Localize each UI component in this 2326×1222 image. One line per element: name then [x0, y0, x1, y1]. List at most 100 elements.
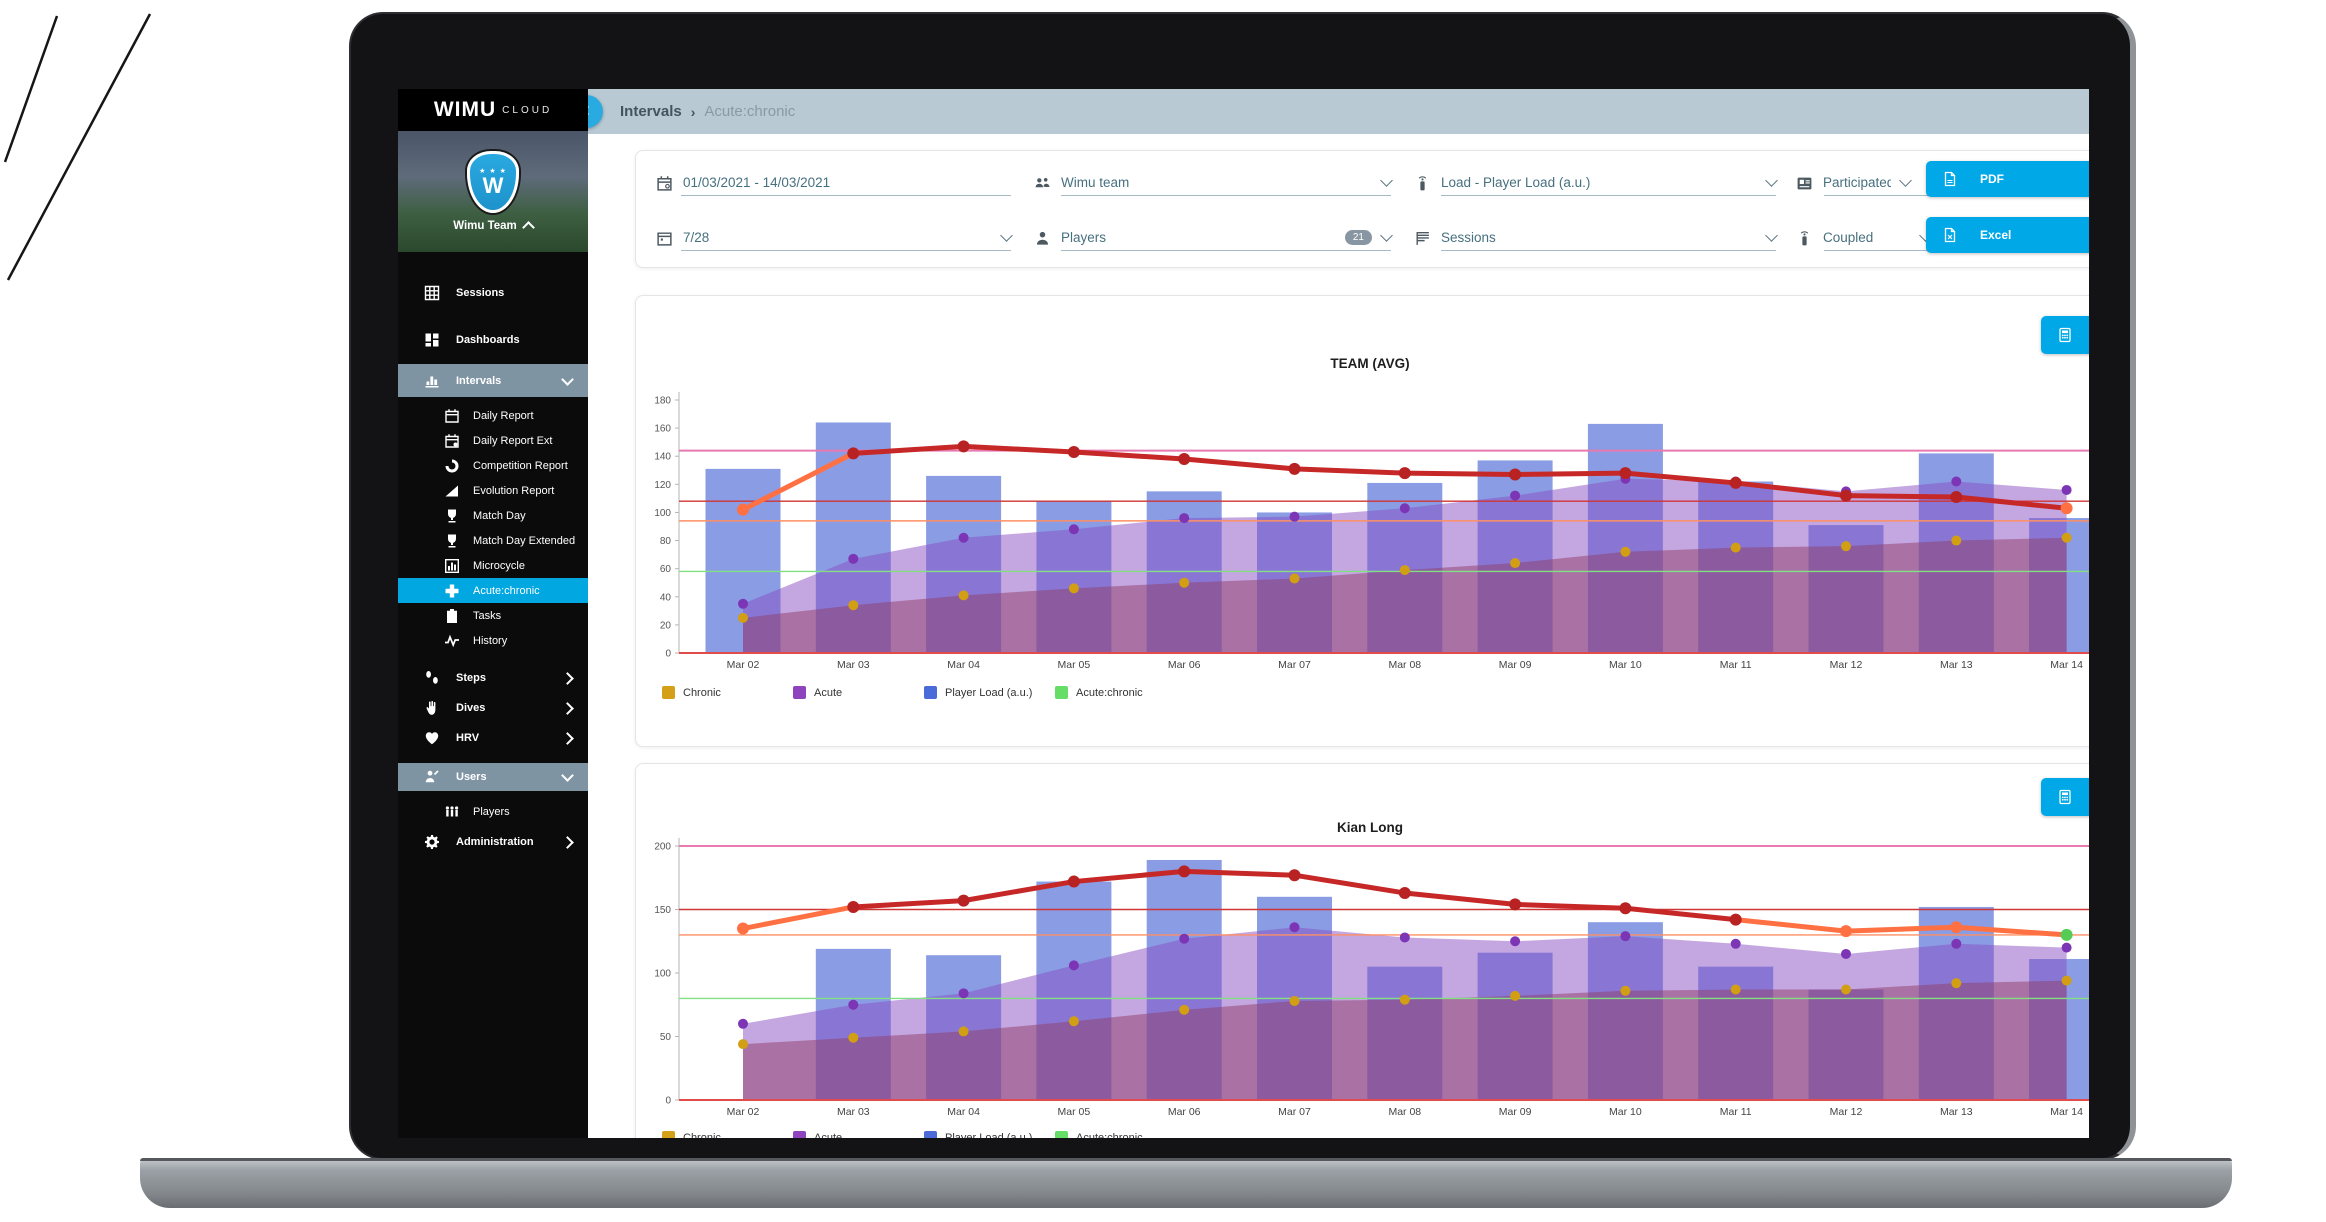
sessions-select[interactable]: Sessions [1414, 219, 1778, 249]
chevron-down-icon [1380, 174, 1393, 187]
coupled-select[interactable]: Coupled [1796, 219, 1932, 249]
players-select[interactable]: Players 21 [1034, 219, 1393, 249]
team-header[interactable]: ★ ★ ★ W Wimu Team [398, 131, 588, 252]
sidebar: WIMU CLOUD ★ ★ ★ W Wimu Team Sessions Da… [398, 89, 588, 1138]
chevron-up-icon [521, 221, 535, 234]
chart-legend: Chronic Acute Player Load (a.u.) Acute:chro… [662, 1131, 1186, 1138]
metric-select[interactable]: Load - Player Load (a.u.) [1414, 164, 1778, 194]
sidebar-item-dashboards[interactable]: Dashboards [398, 323, 588, 357]
field-underline [1441, 250, 1776, 251]
svg-text:160: 160 [654, 424, 671, 435]
sidebar-item-administration[interactable]: Administration [398, 827, 588, 857]
sidebar-item-label: Match Day [473, 509, 526, 522]
legend-label: Chronic [683, 1131, 721, 1139]
sidebar-item-history[interactable]: History [398, 628, 588, 653]
svg-text:20: 20 [660, 620, 672, 631]
team-crest: ★ ★ ★ W [467, 151, 519, 213]
excel-export-button[interactable]: Excel [1926, 217, 2089, 253]
team-select[interactable]: Wimu team [1034, 164, 1393, 194]
participation-select[interactable]: Participated [1796, 164, 1912, 194]
sidebar-item-hrv[interactable]: HRV [398, 723, 588, 753]
field-underline [1824, 195, 1930, 196]
svg-text:Mar 11: Mar 11 [1720, 659, 1752, 671]
legend-swatch [924, 686, 937, 699]
svg-text:Mar 08: Mar 08 [1388, 659, 1421, 671]
sidebar-item-match-day-extended[interactable]: Match Day Extended [398, 528, 588, 553]
svg-text:180: 180 [654, 396, 671, 407]
svg-text:Mar 02: Mar 02 [727, 1106, 760, 1118]
crest-stars: ★ ★ ★ [479, 167, 507, 175]
breadcrumb-section[interactable]: Intervals [620, 103, 682, 120]
sidebar-item-microcycle[interactable]: Microcycle [398, 553, 588, 578]
calendar-range-icon [656, 175, 673, 192]
sidebar-section-users[interactable]: Users [398, 763, 588, 791]
legend-item: Chronic [662, 1131, 793, 1138]
legend-item: Acute:chronic [1055, 1131, 1186, 1138]
sidebar-item-evolution-report[interactable]: Evolution Report [398, 478, 588, 503]
svg-text:Mar 06: Mar 06 [1168, 1106, 1201, 1118]
calculator-icon [2059, 327, 2071, 343]
sidebar-item-dives[interactable]: Dives [398, 693, 588, 723]
sidebar-item-match-day[interactable]: Match Day [398, 503, 588, 528]
sidebar-item-label: Administration [456, 836, 534, 848]
pdf-export-button[interactable]: PDF [1926, 161, 2089, 197]
field-underline [681, 195, 1011, 196]
app-screen: ‹ Intervals › Acute:chronic WIMU CLOUD ★… [398, 89, 2089, 1138]
legend-label: Acute [814, 686, 843, 699]
plus-icon [444, 583, 459, 598]
footsteps-icon [424, 670, 440, 686]
sidebar-item-label: Daily Report Ext [473, 434, 553, 447]
player-chart-card: Stats Kian Long 0 50 100 150 200 Mar 02 Mar 03… [635, 763, 2089, 1138]
sidebar-item-acute-chronic[interactable]: Acute:chronic [398, 578, 588, 603]
sidebar-item-label: Intervals [456, 374, 502, 387]
calendar-icon [444, 408, 459, 423]
legend-swatch [793, 1131, 806, 1138]
calendar-ext-icon [444, 433, 459, 448]
svg-text:Mar 04: Mar 04 [947, 659, 980, 671]
sidebar-item-label: Acute:chronic [473, 584, 540, 597]
chevron-down-icon [1765, 174, 1778, 187]
sidebar-item-daily-report[interactable]: Daily Report [398, 403, 588, 428]
sidebar-item-competition-report[interactable]: Competition Report [398, 453, 588, 478]
contact-card-icon [1796, 175, 1813, 192]
legend-swatch [1055, 686, 1068, 699]
sidebar-item-steps[interactable]: Steps [398, 663, 588, 693]
sidebar-item-label: Tasks [473, 609, 502, 622]
chevron-down-icon [561, 769, 574, 782]
svg-text:200: 200 [654, 842, 671, 853]
chevron-down-icon [1899, 174, 1912, 187]
team-name: Wimu Team [453, 220, 517, 232]
sensor-icon [1796, 230, 1813, 247]
glove-icon [424, 700, 440, 716]
legend-item: Player Load (a.u.) [924, 1131, 1055, 1138]
pdf-button-label: PDF [1980, 172, 2004, 186]
user-check-icon [424, 769, 440, 785]
sidebar-section-intervals[interactable]: Intervals [398, 364, 588, 397]
stats-button[interactable]: Stats [2041, 778, 2089, 816]
svg-text:Mar 09: Mar 09 [1499, 1106, 1532, 1118]
sidebar-item-label: Competition Report [473, 459, 568, 472]
svg-text:Mar 11: Mar 11 [1720, 1106, 1752, 1118]
stats-button[interactable]: Stats [2041, 316, 2089, 354]
sidebar-item-tasks[interactable]: Tasks [398, 603, 588, 628]
wedge-icon [444, 483, 459, 498]
trophy-icon [444, 508, 459, 523]
ratio-select[interactable]: 7/28 [656, 219, 1013, 249]
sidebar-item-label: HRV [456, 732, 480, 744]
legend-item: Acute [793, 686, 924, 699]
players-value: Players [1061, 230, 1107, 245]
sidebar-item-sessions[interactable]: Sessions [398, 276, 588, 310]
pdf-file-icon [1944, 171, 1956, 187]
sidebar-item-label: Microcycle [473, 559, 525, 572]
chevron-down-icon [1765, 229, 1778, 242]
sidebar-item-players[interactable]: Players [398, 797, 588, 827]
date-range-field[interactable]: 01/03/2021 - 14/03/2021 [656, 164, 830, 194]
svg-text:100: 100 [654, 969, 671, 980]
app-header: ‹ Intervals › Acute:chronic [570, 89, 2089, 134]
team-people-icon [1034, 175, 1051, 192]
team-avg-chart-card: Stats TEAM (AVG) 0 20 40 60 80 100 120 140 160 18… [635, 295, 2089, 747]
sidebar-item-daily-report-ext[interactable]: Daily Report Ext [398, 428, 588, 453]
list-icon [1414, 230, 1431, 247]
sidebar-item-label: History [473, 634, 508, 647]
